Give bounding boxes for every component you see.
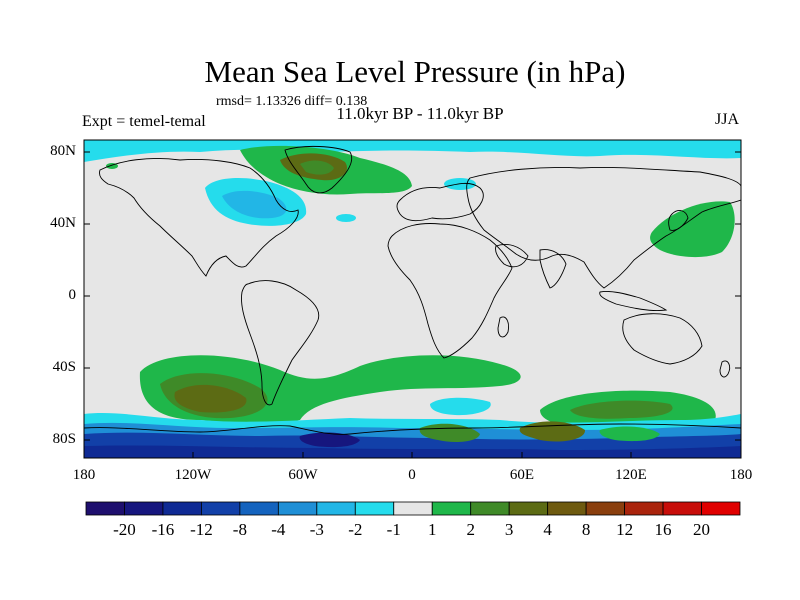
colorbar-box: [277, 501, 318, 516]
colorbar-box: [624, 501, 664, 516]
lat-label-40s: 40S: [52, 359, 76, 375]
longitude-ticks: [83, 452, 742, 458]
south-atlantic-negative-spot: [430, 397, 491, 416]
colorbar-box: [85, 501, 125, 516]
period-subtitle: 11.0kyr BP - 11.0kyr BP: [336, 104, 504, 123]
colorbar-label: -16: [151, 520, 175, 539]
colorbar-label: 1: [427, 520, 437, 539]
lon-label-60e: 60E: [509, 467, 535, 483]
colorbar-label: 16: [654, 520, 672, 539]
coast-madagascar: [497, 316, 509, 338]
latitude-ticks: [84, 151, 741, 441]
coast-arabia: [495, 244, 529, 268]
coast-australia: [622, 313, 703, 365]
coast-antarctica: [84, 423, 741, 435]
colorbar-box: [547, 501, 587, 516]
colorbar-label: 2: [466, 520, 475, 539]
lat-label-40n: 40N: [50, 215, 76, 231]
coast-africa: [387, 223, 513, 359]
antarctic-navy-band: [84, 445, 741, 458]
lat-label-80s: 80S: [52, 431, 76, 447]
north-america-blue-core: [222, 190, 287, 219]
coast-indonesia: [599, 291, 668, 311]
north-pacific-positive-region: [650, 201, 735, 258]
colorbar-label: 20: [693, 520, 711, 539]
colorbar-label: -1: [386, 520, 401, 539]
colorbar-box: [201, 501, 241, 516]
lon-label-0: 0: [408, 467, 416, 483]
coast-europe: [396, 182, 484, 222]
colorbar-box: [354, 501, 395, 516]
colorbar-box: [162, 501, 202, 516]
lon-label-120w: 120W: [174, 467, 212, 483]
colorbar-box: [124, 501, 164, 516]
antarctic-positive-patch-3: [599, 426, 660, 442]
coast-greenland: [284, 145, 352, 194]
season-label: JJA: [715, 111, 740, 128]
antarctic-negative-core: [299, 432, 360, 448]
colorbar-box: [393, 501, 433, 516]
lon-label-180w: 180: [72, 467, 96, 483]
colorbar-box: [701, 501, 741, 516]
coast-south-america: [241, 280, 320, 406]
rmsd-diff-stats: rmsd= 1.13326 diff= 0.138: [216, 94, 368, 109]
colorbar-box: [316, 501, 356, 516]
map-field: [84, 140, 741, 458]
atlantic-negative-spot: [336, 214, 356, 222]
lon-label-120e: 120E: [615, 467, 647, 483]
colorbar-label: -3: [309, 520, 324, 539]
colorbar-label: -4: [271, 520, 286, 539]
coastlines: [84, 145, 741, 435]
coast-new-zealand: [719, 360, 731, 378]
coast-japan: [668, 210, 689, 231]
colorbar-box: [431, 501, 472, 516]
colorbar-label: -8: [232, 520, 247, 539]
colorbar-label: 8: [581, 520, 591, 539]
colorbar-label: -2: [348, 520, 363, 539]
lon-label-60w: 60W: [288, 467, 318, 483]
greenland-olive-core: [300, 160, 334, 175]
colorbar: [85, 501, 741, 516]
lon-label-180e: 180: [729, 467, 753, 483]
colorbar-label: 12: [616, 520, 634, 539]
experiment-label: Expt = temel-temal: [82, 113, 206, 130]
colorbar-box: [470, 501, 510, 516]
indian-ocean-olive-core: [570, 400, 673, 419]
map-title: Mean Sea Level Pressure (in hPa): [204, 54, 626, 89]
coast-north-america: [99, 158, 299, 277]
colorbar-box: [239, 501, 279, 516]
colorbar-label: 4: [543, 520, 552, 539]
arctic-negative-region: [84, 140, 741, 162]
colorbar-label: 3: [504, 520, 514, 539]
south-pacific-brown-core: [174, 384, 247, 413]
colorbar-label: -12: [190, 520, 213, 539]
lat-label-80n: 80N: [50, 143, 76, 159]
colorbar-label: -20: [113, 520, 136, 539]
colorbar-box: [508, 501, 549, 516]
coast-asia: [466, 167, 741, 289]
colorbar-box: [585, 501, 625, 516]
lat-label-0: 0: [68, 287, 77, 303]
colorbar-box: [662, 501, 702, 516]
coast-india: [539, 249, 567, 289]
